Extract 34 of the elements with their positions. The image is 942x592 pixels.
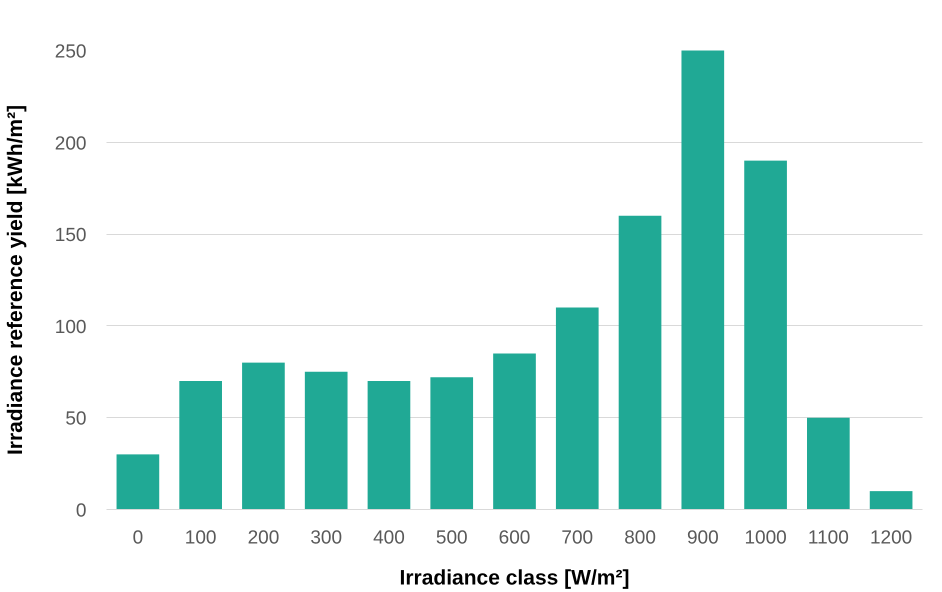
y-tick-label: 100 — [54, 316, 86, 338]
y-tick-label: 0 — [76, 500, 87, 522]
y-tick-label: 50 — [65, 408, 87, 430]
bar — [368, 380, 410, 510]
bar — [807, 418, 850, 510]
y-tick-label: 250 — [54, 42, 86, 62]
x-tick-label: 300 — [310, 528, 342, 548]
x-tick-label: 700 — [561, 528, 594, 548]
x-tick-label: 900 — [686, 528, 719, 548]
bar — [430, 377, 474, 510]
x-tick-label: 200 — [248, 528, 280, 548]
bar — [744, 160, 787, 510]
bar — [681, 50, 724, 510]
x-tick-label: 1100 — [808, 528, 849, 548]
x-tick-label: 1000 — [744, 528, 787, 548]
bar — [618, 216, 662, 510]
x-tick-label: 0 — [132, 528, 144, 548]
x-tick-label: 1200 — [870, 528, 912, 548]
x-tick-label: 600 — [498, 528, 530, 548]
bar — [179, 380, 222, 510]
bar — [304, 372, 348, 510]
bar — [116, 454, 160, 510]
bar — [493, 353, 536, 510]
x-axis-title: Irradiance class [W/m²] — [400, 566, 630, 590]
x-tick-label: 800 — [624, 528, 656, 548]
y-tick-label: 200 — [54, 133, 86, 154]
bar — [556, 308, 599, 510]
bar — [870, 491, 912, 510]
x-tick-label: 400 — [373, 528, 405, 548]
bar — [242, 362, 285, 510]
y-tick-label: 150 — [54, 225, 86, 246]
y-axis-title: Irradiance reference yield [kWh/m²] — [4, 104, 27, 456]
x-tick-label: 100 — [184, 528, 217, 548]
x-tick-label: 500 — [436, 528, 468, 548]
